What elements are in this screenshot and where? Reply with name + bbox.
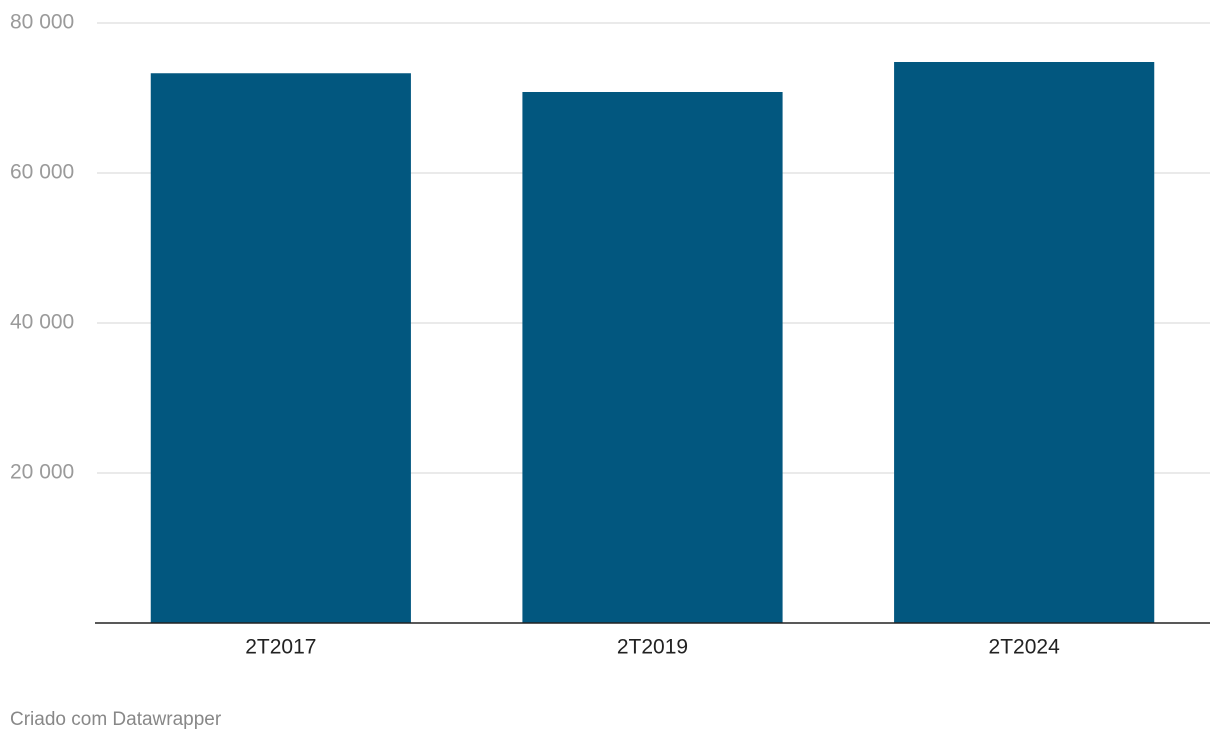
bar [522,92,783,623]
bar [150,73,411,623]
y-tick-label: 60 000 [10,161,74,184]
x-tick-label: 2T2024 [989,636,1061,659]
footer: Criado com Datawrapper [10,709,222,730]
bar [894,62,1155,623]
x-tick-label: 2T2017 [245,636,316,659]
y-tick-label: 40 000 [10,311,74,334]
y-tick-label: 80 000 [10,11,74,34]
x-tick-label: 2T2019 [617,636,688,659]
y-tick-label: 20 000 [10,461,74,484]
